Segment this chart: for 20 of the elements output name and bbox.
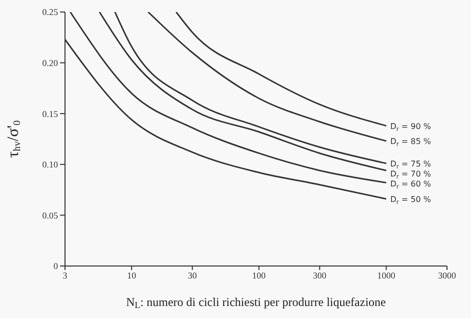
x-tick-label: 300 [312,270,327,280]
series-label: D$_{r}$ = 70 % [390,169,432,180]
series-label: D$_{r}$ = 90 % [390,122,432,133]
x-tick-label: 3000 [438,270,456,280]
series-label: D$_{r}$ = 60 % [390,179,432,190]
x-tick-label: 100 [252,270,266,280]
x-tick-label: 3 [62,270,68,280]
y-tick-label: 0.10 [42,160,58,170]
x-tick-label: 10 [127,270,137,280]
x-tick-label: 30 [188,270,198,280]
series-label: D$_{r}$ = 85 % [390,137,432,148]
x-axis-title: N$_{L}$: numero di cicli richiesti per produrre liquefazione [126,295,386,310]
y-tick-label: 0 [54,261,58,272]
series-label: D$_{r}$ = 75 % [390,159,432,170]
y-tick-label: 0.05 [42,210,58,220]
series-label: D$_{r}$ = 50 % [390,194,432,206]
x-tick-label: 1000 [377,270,396,280]
y-tick-label: 0.25 [42,7,58,18]
y-tick-label: 0.20 [42,58,58,68]
y-tick-label: 0.15 [42,108,58,119]
